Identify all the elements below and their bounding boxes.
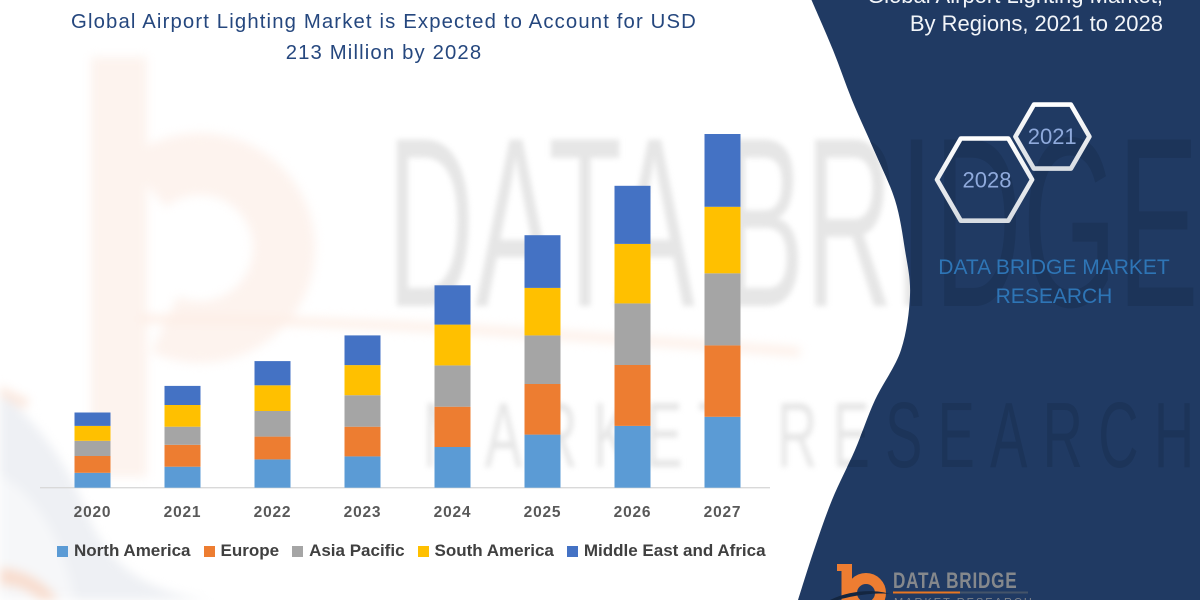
svg-text:2021: 2021 [1028, 124, 1077, 149]
svg-text:DATA BRIDGE: DATA BRIDGE [893, 569, 1018, 594]
svg-text:MARKET RESEARCH: MARKET RESEARCH [894, 597, 1034, 600]
svg-text:2028: 2028 [963, 168, 1012, 193]
